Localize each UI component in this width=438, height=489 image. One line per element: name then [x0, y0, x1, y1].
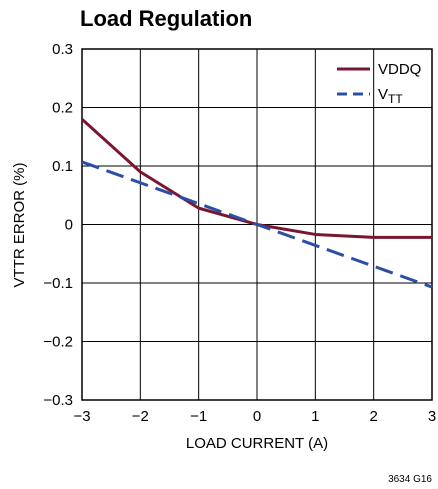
y-tick-label: 0 — [65, 217, 73, 234]
x-tick-label: 1 — [311, 408, 319, 425]
x-tick-label: −2 — [132, 408, 149, 425]
legend-label-vtt: VTT — [378, 86, 403, 106]
y-tick-label: −0.3 — [43, 392, 73, 409]
x-tick-label: 3 — [428, 408, 436, 425]
y-tick-labels: 0.3 0.2 0.1 0 −0.1 −0.2 −0.3 — [43, 41, 73, 409]
legend-label-vddq: VDDQ — [378, 61, 421, 78]
legend-label-vtt-main: V — [378, 86, 388, 103]
series-line-vtt — [81, 160, 433, 289]
plot-frame — [81, 48, 433, 401]
x-axis-label: LOAD CURRENT (A) — [186, 435, 328, 452]
x-tick-label: 2 — [369, 408, 377, 425]
y-tick-label: −0.1 — [43, 275, 73, 292]
series-layer — [80, 118, 433, 289]
legend: VDDQ VTT — [337, 61, 421, 106]
y-tick-label: 0.1 — [52, 158, 73, 175]
y-tick-label: −0.2 — [43, 334, 73, 351]
x-tick-label: 0 — [253, 408, 261, 425]
x-tick-label: −1 — [190, 408, 207, 425]
figure-code: 3634 G16 — [388, 474, 432, 485]
y-tick-label: 0.2 — [52, 100, 73, 117]
y-tick-label: 0.3 — [52, 41, 73, 58]
legend-label-vtt-sub: TT — [388, 92, 403, 106]
x-tick-label: −3 — [73, 408, 90, 425]
chart-title: Load Regulation — [80, 6, 252, 31]
y-axis-label: VTTR ERROR (%) — [11, 163, 28, 288]
x-tick-labels: −3 −2 −1 0 1 2 3 — [73, 408, 436, 425]
